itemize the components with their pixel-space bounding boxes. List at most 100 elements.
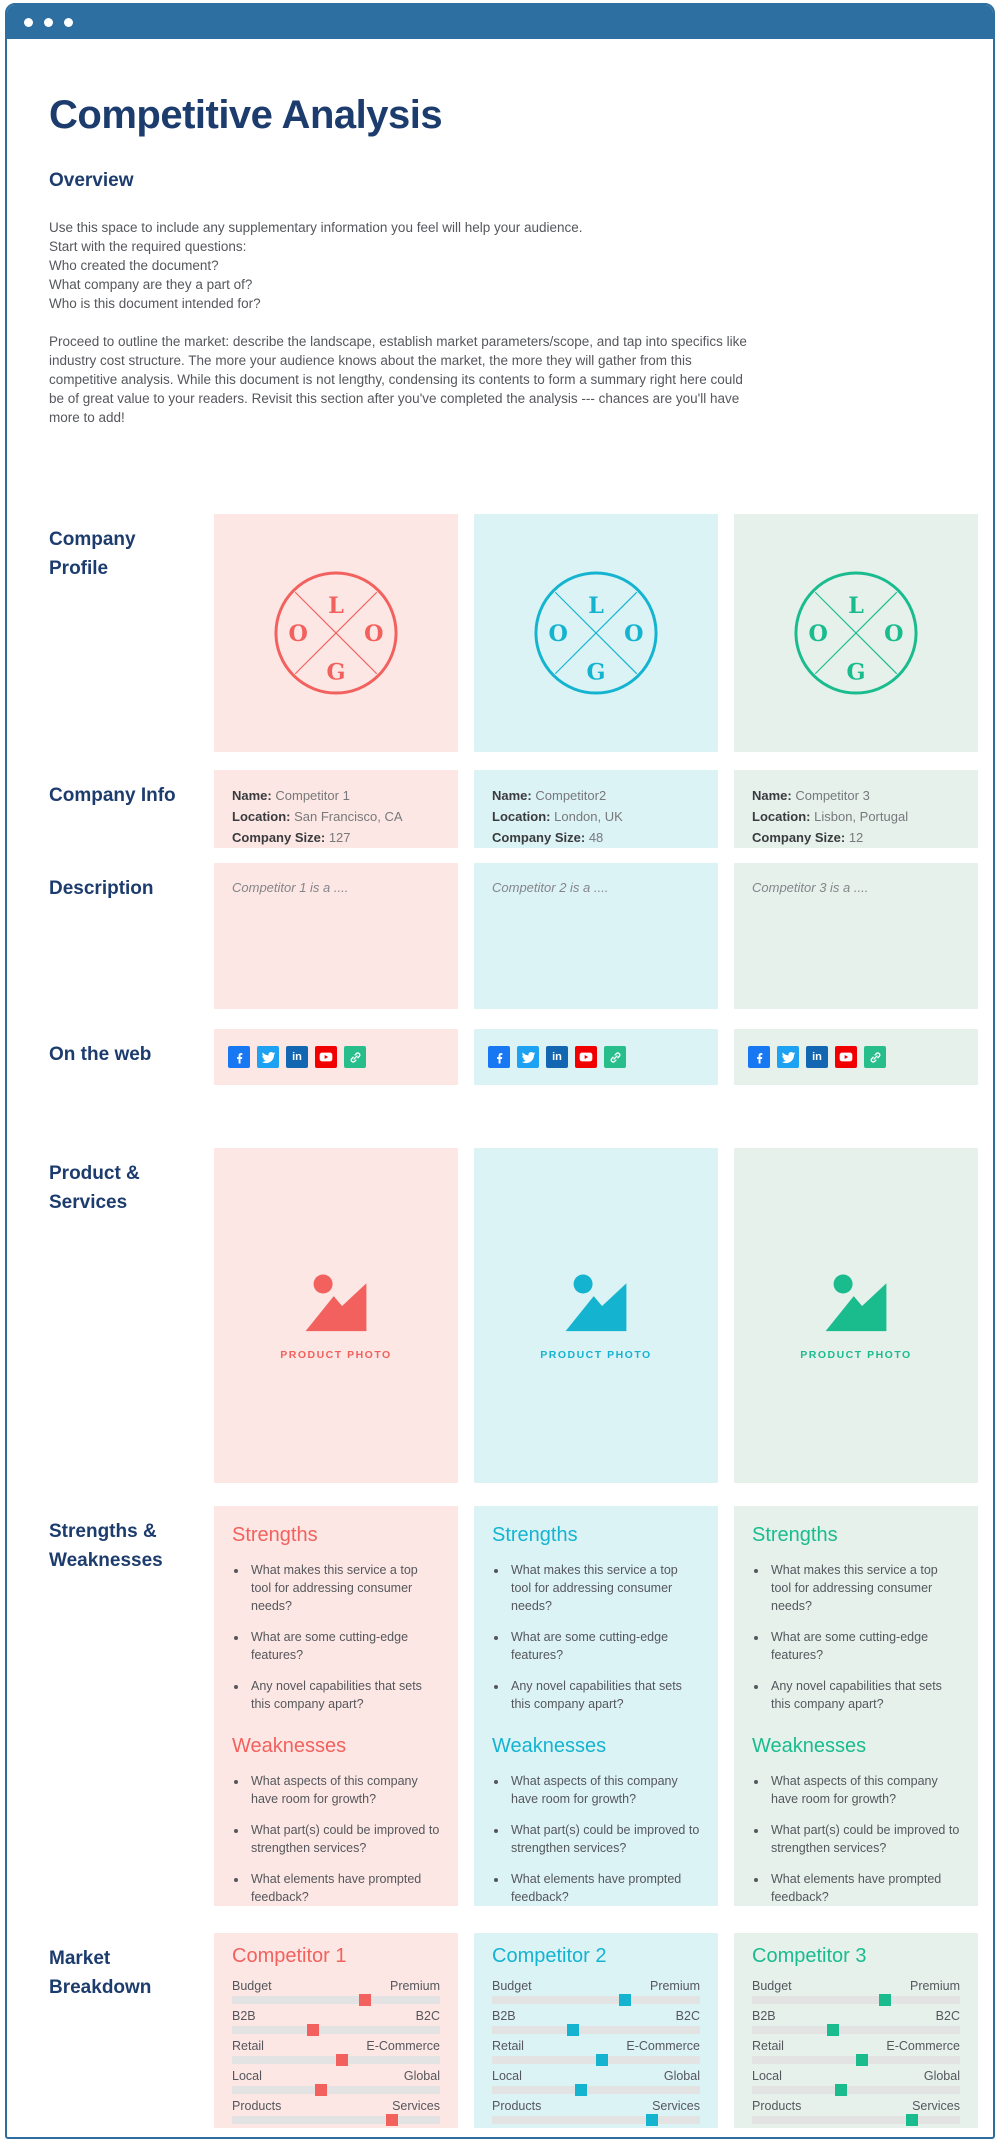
svg-text:O: O bbox=[624, 621, 643, 647]
youtube-icon[interactable] bbox=[575, 1046, 597, 1068]
strength-item: What makes this service a top tool for a… bbox=[768, 1561, 960, 1615]
twitter-icon[interactable] bbox=[517, 1046, 539, 1068]
slider-handle[interactable] bbox=[827, 2024, 840, 2036]
market-card-heading: Competitor 1 bbox=[232, 1945, 347, 1967]
weakness-item: What elements have prompted feedback? bbox=[248, 1870, 440, 1906]
weakness-item: What aspects of this company have room f… bbox=[508, 1772, 700, 1808]
product-photo-card: PRODUCT PHOTO bbox=[474, 1148, 718, 1483]
company-info-row: Company Info Name: Competitor 1 Location… bbox=[49, 770, 979, 848]
strengths-heading: Strengths bbox=[492, 1524, 578, 1546]
slider-track[interactable] bbox=[232, 1994, 440, 2006]
twitter-icon[interactable] bbox=[777, 1046, 799, 1068]
slider-handle[interactable] bbox=[906, 2114, 919, 2126]
info-location-label: Location: bbox=[492, 809, 551, 824]
weaknesses-list: What aspects of this company have room f… bbox=[248, 1772, 440, 1906]
slider-handle[interactable] bbox=[315, 2084, 328, 2096]
info-name-label: Name: bbox=[232, 788, 272, 803]
svg-text:G: G bbox=[587, 660, 606, 686]
info-size-label: Company Size: bbox=[492, 830, 586, 845]
info-location-label: Location: bbox=[232, 809, 291, 824]
linkedin-icon[interactable]: in bbox=[286, 1046, 308, 1068]
weaknesses-list: What aspects of this company have room f… bbox=[508, 1772, 700, 1906]
slider-handle[interactable] bbox=[359, 1994, 372, 2006]
overview-text: Use this space to include any supplement… bbox=[49, 218, 979, 427]
slider-track[interactable] bbox=[232, 2114, 440, 2126]
slider-track[interactable] bbox=[752, 2114, 960, 2126]
link-icon[interactable] bbox=[604, 1046, 626, 1068]
overview-line: Start with the required questions: bbox=[49, 239, 247, 254]
product-photo-placeholder-icon bbox=[305, 1274, 367, 1331]
info-name-value: Competitor 3 bbox=[795, 788, 870, 803]
slider-track[interactable] bbox=[492, 2054, 700, 2066]
weakness-item: What elements have prompted feedback? bbox=[768, 1870, 960, 1906]
link-icon[interactable] bbox=[864, 1046, 886, 1068]
slider-handle[interactable] bbox=[575, 2084, 588, 2096]
product-photo-card: PRODUCT PHOTO bbox=[214, 1148, 458, 1483]
market-slider: Local Global bbox=[232, 2069, 440, 2096]
market-slider: Products Services bbox=[752, 2099, 960, 2126]
slider-handle[interactable] bbox=[596, 2054, 609, 2066]
market-slider: Budget Premium bbox=[232, 1979, 440, 2006]
overview-line: Use this space to include any supplement… bbox=[49, 220, 583, 235]
youtube-icon[interactable] bbox=[835, 1046, 857, 1068]
slider-handle[interactable] bbox=[336, 2054, 349, 2066]
strength-item: What makes this service a top tool for a… bbox=[248, 1561, 440, 1615]
market-card-heading: Competitor 2 bbox=[492, 1945, 607, 1967]
section-label-strengths-weaknesses: Strengths & Weaknesses bbox=[49, 1521, 163, 1571]
slider-handle[interactable] bbox=[646, 2114, 659, 2126]
slider-track[interactable] bbox=[752, 2054, 960, 2066]
company-info-card: Name: Competitor 3 Location: Lisbon, Por… bbox=[734, 770, 978, 848]
strengths-heading: Strengths bbox=[752, 1524, 838, 1546]
slider-track[interactable] bbox=[232, 2024, 440, 2036]
window-dot-icon bbox=[24, 17, 33, 27]
product-photo-label: PRODUCT PHOTO bbox=[540, 1348, 652, 1361]
youtube-icon[interactable] bbox=[315, 1046, 337, 1068]
slider-handle[interactable] bbox=[856, 2054, 869, 2066]
slider-track[interactable] bbox=[492, 2084, 700, 2096]
market-breakdown-card: Competitor 3 Budget Premium B2B B2C Retail… bbox=[734, 1933, 978, 2128]
slider-handle[interactable] bbox=[567, 2024, 580, 2036]
slider-handle[interactable] bbox=[307, 2024, 320, 2036]
description-card: Competitor 3 is a .... bbox=[734, 863, 978, 1009]
market-slider: Local Global bbox=[752, 2069, 960, 2096]
svg-text:G: G bbox=[847, 660, 866, 686]
slider-track[interactable] bbox=[752, 2084, 960, 2096]
company-info-card: Name: Competitor 1 Location: San Francis… bbox=[214, 770, 458, 848]
strengths-weaknesses-card: Strengths What makes this service a top … bbox=[214, 1506, 458, 1906]
info-name-label: Name: bbox=[492, 788, 532, 803]
svg-text:O: O bbox=[549, 621, 568, 647]
link-icon[interactable] bbox=[344, 1046, 366, 1068]
slider-track[interactable] bbox=[752, 1994, 960, 2006]
facebook-icon[interactable] bbox=[748, 1046, 770, 1068]
slider-track[interactable] bbox=[492, 2024, 700, 2036]
linkedin-icon[interactable]: in bbox=[546, 1046, 568, 1068]
slider-track[interactable] bbox=[232, 2084, 440, 2096]
twitter-icon[interactable] bbox=[257, 1046, 279, 1068]
slider-handle[interactable] bbox=[879, 1994, 892, 2006]
section-label-description: Description bbox=[49, 878, 154, 899]
slider-track[interactable] bbox=[232, 2054, 440, 2066]
description-text: Competitor 1 is a .... bbox=[232, 880, 349, 895]
slider-handle[interactable] bbox=[619, 1994, 632, 2006]
description-row: Description Competitor 1 is a .... Compe… bbox=[49, 863, 979, 1009]
info-size-label: Company Size: bbox=[752, 830, 846, 845]
product-photo-placeholder-icon bbox=[825, 1274, 887, 1331]
slider-handle[interactable] bbox=[386, 2114, 399, 2126]
market-card-heading: Competitor 3 bbox=[752, 1945, 867, 1967]
strengths-list: What makes this service a top tool for a… bbox=[508, 1561, 700, 1713]
linkedin-icon[interactable]: in bbox=[806, 1046, 828, 1068]
market-slider: Budget Premium bbox=[492, 1979, 700, 2006]
facebook-icon[interactable] bbox=[228, 1046, 250, 1068]
info-name-value: Competitor2 bbox=[535, 788, 607, 803]
slider-track[interactable] bbox=[752, 2024, 960, 2036]
slider-track[interactable] bbox=[492, 2114, 700, 2126]
logo-placeholder-icon: L O O G bbox=[274, 571, 398, 695]
social-links-card: in bbox=[734, 1029, 978, 1085]
section-label-market-breakdown: Market Breakdown bbox=[49, 1948, 152, 1998]
company-profile-row: Company Profile L O O G L O O G L bbox=[49, 514, 979, 752]
slider-track[interactable] bbox=[492, 1994, 700, 2006]
facebook-icon[interactable] bbox=[488, 1046, 510, 1068]
market-breakdown-card: Competitor 1 Budget Premium B2B B2C Retail… bbox=[214, 1933, 458, 2128]
market-slider: Local Global bbox=[492, 2069, 700, 2096]
slider-handle[interactable] bbox=[835, 2084, 848, 2096]
